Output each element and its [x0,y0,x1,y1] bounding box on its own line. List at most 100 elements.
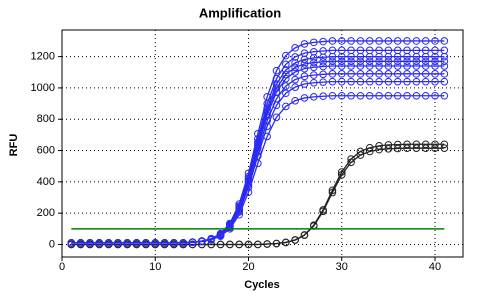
data-point [328,91,337,100]
data-point [393,144,402,153]
data-point [440,77,449,86]
data-point [347,52,355,61]
x-axis-title: Cycles [244,279,279,291]
data-point [76,239,85,247]
data-point [282,66,290,74]
data-point [384,62,393,70]
plot-border [61,29,464,258]
data-point [282,51,290,60]
data-point [365,77,374,86]
data-point [319,57,327,66]
y-axis-title: RFU [8,134,20,157]
data-point [440,37,449,45]
data-point [412,62,421,70]
data-point [328,52,337,61]
data-point [170,239,178,247]
data-point [319,62,327,71]
data-point [244,188,253,196]
data-point [216,240,225,249]
data-point [328,57,337,66]
data-point [244,240,253,249]
data-point [393,62,402,70]
data-point [412,52,421,61]
data-point [356,151,365,159]
data-point [309,63,318,72]
data-point [319,207,327,216]
data-point [431,70,439,78]
data-point [412,57,421,66]
data-point [300,60,309,68]
data-point [337,70,346,78]
data-point [254,240,262,249]
data-point [431,57,439,66]
data-point [198,237,206,246]
data-point [347,91,355,100]
data-point [104,239,113,247]
data-point [365,37,374,45]
data-point [356,62,365,70]
data-point [431,37,439,45]
data-point [365,91,374,100]
data-point [282,60,290,69]
data-point [263,240,271,248]
data-point [291,68,299,76]
data-point [375,145,383,154]
data-point [319,53,327,62]
data-point [300,72,309,81]
data-point [421,37,430,45]
data-point [440,70,449,78]
data-point [431,77,439,86]
data-point [421,77,430,86]
data-point [375,37,383,45]
data-point [421,52,430,61]
data-point [412,70,421,78]
data-point [319,37,327,46]
data-point [151,239,160,247]
data-point [347,57,355,66]
data-point [226,240,234,249]
data-point [356,37,365,45]
data-point [384,145,393,153]
data-point [328,77,337,86]
data-point [403,57,411,66]
data-point [132,239,141,247]
data-point [403,37,411,45]
y-tick-label: 1000 [31,82,55,94]
data-point [356,70,365,78]
data-point [403,70,411,78]
plot-area [62,30,463,257]
y-tick-label: 600 [37,144,55,156]
data-point [263,132,271,141]
y-tick-label: 800 [37,113,55,125]
data-point [375,91,383,100]
data-point [291,75,299,84]
data-point [337,91,346,100]
data-point [263,122,271,131]
data-point [188,240,197,249]
data-point [282,102,290,111]
data-point [347,77,355,86]
data-point [300,40,309,48]
data-point [95,239,104,247]
data-point [347,62,355,70]
data-point [300,64,309,73]
y-tick-label: 200 [37,207,55,219]
data-point [421,57,430,66]
x-tick-label: 0 [59,261,65,273]
data-point [216,232,225,240]
data-point [337,62,346,70]
data-point [421,62,430,70]
data-point [393,57,402,66]
data-point [282,70,290,79]
data-point [272,113,281,122]
data-point [375,57,383,66]
data-point [282,74,290,83]
data-point [375,70,383,78]
data-point [67,239,76,247]
data-point [254,152,262,160]
data-point [291,53,299,61]
data-point [291,83,299,91]
data-point [309,93,318,101]
data-point [207,240,216,249]
data-point [384,52,393,61]
